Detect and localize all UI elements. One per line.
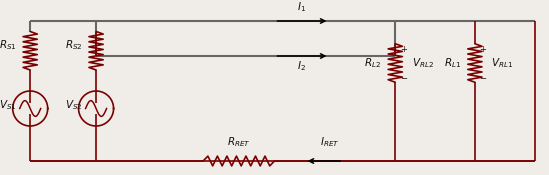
Text: $I_2$: $I_2$: [298, 60, 306, 73]
Text: $V_{S1}$: $V_{S1}$: [0, 98, 16, 112]
Text: $+$: $+$: [479, 44, 488, 54]
Text: $I_1$: $I_1$: [298, 0, 306, 14]
Text: $R_{S2}$: $R_{S2}$: [65, 39, 82, 52]
Text: $R_{L1}$: $R_{L1}$: [444, 56, 461, 70]
Text: $I_{RET}$: $I_{RET}$: [320, 135, 339, 149]
Text: $R_{RET}$: $R_{RET}$: [227, 135, 251, 149]
Text: $V_{S2}$: $V_{S2}$: [65, 98, 82, 112]
Text: $R_{S1}$: $R_{S1}$: [0, 39, 16, 52]
Text: $-$: $-$: [479, 72, 488, 82]
Text: $V_{RL2}$: $V_{RL2}$: [412, 56, 434, 70]
Text: $+$: $+$: [400, 44, 408, 54]
Text: $R_{L2}$: $R_{L2}$: [365, 56, 382, 70]
Text: $V_{RL1}$: $V_{RL1}$: [491, 56, 513, 70]
Text: $-$: $-$: [400, 72, 408, 82]
